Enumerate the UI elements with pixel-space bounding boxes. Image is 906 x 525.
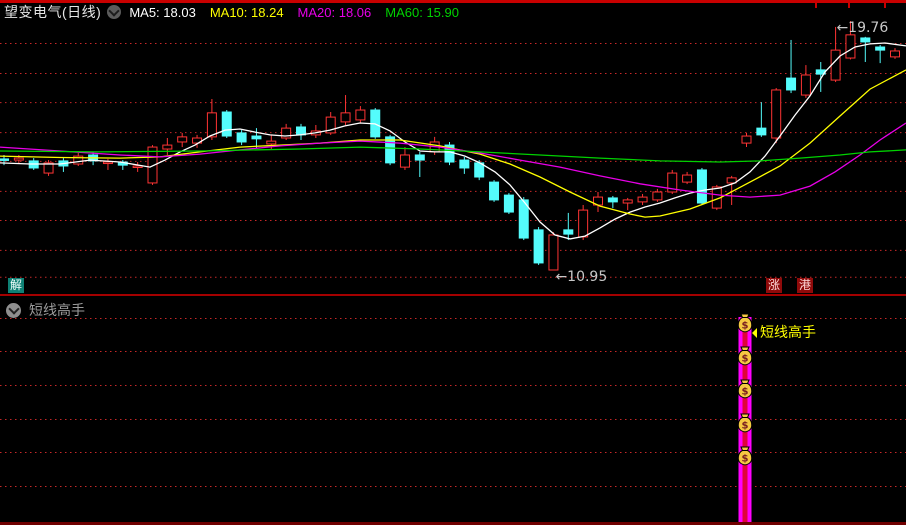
money-bag-icon: $ [737, 346, 753, 366]
indicator-header: 短线高手 [6, 300, 85, 320]
svg-text:$: $ [742, 387, 749, 398]
ma20-label: MA20: 18.06 [297, 4, 372, 20]
money-bag-icon: $ [737, 446, 753, 466]
ma60-label: MA60: 15.90 [385, 4, 459, 20]
zhang-badge[interactable]: 涨 [766, 278, 782, 293]
indicator-chart[interactable]: $ $ $ $ $ 短线高手 [0, 296, 906, 525]
indicator-panel: $ $ $ $ $ 短线高手 短线高手 [0, 296, 906, 525]
money-bag-icon: $ [737, 313, 753, 333]
stock-title: 望变电气(日线) [4, 4, 102, 20]
jie-badge[interactable]: 解 [8, 278, 24, 293]
chevron-down-icon[interactable] [107, 5, 122, 19]
svg-text:$: $ [742, 354, 749, 365]
svg-text:←19.76: ←19.76 [836, 20, 888, 36]
panel-divider [0, 294, 906, 296]
candlestick-chart[interactable]: ←19.76 ←10.95 [0, 0, 906, 296]
ma-legend: MA5: 18.03 MA10: 18.24 MA20: 18.06 MA60:… [129, 5, 473, 20]
money-bag-icon: $ [737, 379, 753, 399]
chevron-down-icon[interactable] [6, 302, 21, 318]
svg-text:$: $ [742, 321, 749, 332]
ma5-label: MA5: 18.03 [129, 4, 196, 20]
chart-header: 望变电气(日线) MA5: 18.03 MA10: 18.24 MA20: 18… [4, 4, 473, 20]
svg-text:$: $ [742, 454, 749, 465]
money-bag-icon: $ [737, 413, 753, 433]
svg-text:$: $ [742, 421, 749, 432]
svg-text:短线高手: 短线高手 [760, 324, 816, 340]
ma10-label: MA10: 18.24 [209, 4, 284, 20]
badge-strip: 解 涨 港 [0, 278, 906, 294]
indicator-name: 短线高手 [29, 302, 85, 318]
gang-badge[interactable]: 港 [797, 278, 813, 293]
bottom-border [0, 522, 906, 525]
svg-text:←10.95: ←10.95 [555, 269, 607, 285]
